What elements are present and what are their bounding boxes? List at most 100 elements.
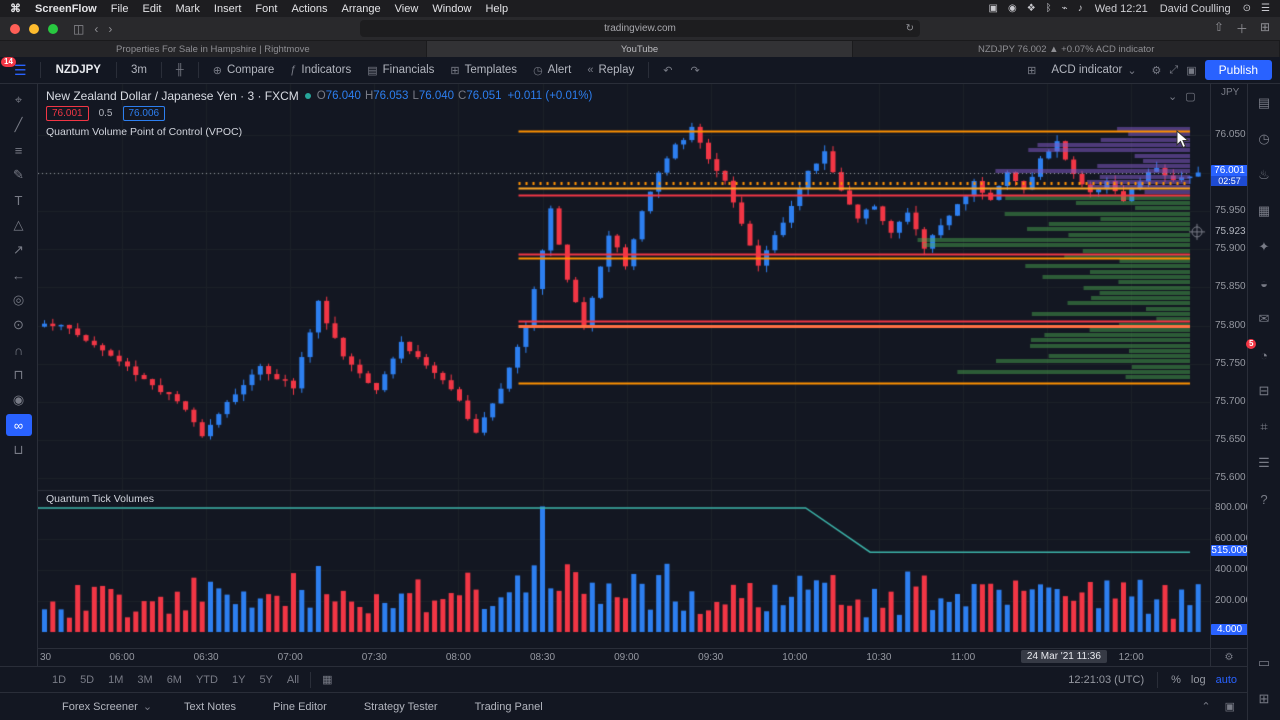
- panel-layout-icon[interactable]: ▣: [1224, 701, 1235, 713]
- window-zoom-button[interactable]: [48, 23, 58, 34]
- menubar-item[interactable]: Arrange: [341, 2, 381, 15]
- percent-scale-button[interactable]: %: [1171, 673, 1181, 686]
- menubar-item[interactable]: Insert: [213, 2, 242, 15]
- url-bar[interactable]: tradingview.com ↻: [360, 20, 920, 37]
- range-button[interactable]: All: [286, 673, 300, 686]
- range-button[interactable]: 1M: [108, 673, 124, 686]
- back-arrow-tool[interactable]: ←: [12, 267, 25, 283]
- object-tree-icon[interactable]: ☰: [1258, 455, 1270, 470]
- help-icon[interactable]: ?: [1260, 491, 1268, 507]
- refresh-icon[interactable]: ↻: [905, 23, 914, 34]
- notifications-icon[interactable]: ◔ 5: [1246, 339, 1275, 366]
- share-icon[interactable]: ⇧: [1213, 20, 1224, 34]
- ideas-icon[interactable]: ✦: [1258, 239, 1270, 254]
- zoom-tool[interactable]: ⊙: [13, 317, 24, 332]
- tab-strategy-tester[interactable]: Strategy Tester: [363, 700, 438, 713]
- range-button[interactable]: YTD: [195, 673, 218, 686]
- auto-scale-button[interactable]: auto: [1215, 673, 1237, 686]
- redo-icon[interactable]: ↷: [690, 64, 700, 77]
- bid-badge[interactable]: 76.001: [46, 106, 89, 121]
- watchlist-icon[interactable]: ▤: [1257, 95, 1271, 110]
- app-menu-screenflow[interactable]: ScreenFlow: [35, 2, 97, 15]
- chart-type-icon[interactable]: ╫: [175, 64, 184, 76]
- remove-drawings-tool[interactable]: ⊔: [13, 442, 24, 457]
- menubar-clock[interactable]: Wed 12:21: [1094, 2, 1148, 15]
- wifi-icon[interactable]: ⌁: [1061, 3, 1068, 14]
- snapshot-icon[interactable]: ▣: [1186, 64, 1197, 77]
- window-close-button[interactable]: [10, 23, 20, 34]
- interval-button[interactable]: 3m: [130, 64, 147, 76]
- axis-settings-gear-icon[interactable]: ⚙: [1210, 648, 1247, 666]
- brush-tool[interactable]: ✎: [13, 167, 24, 182]
- alert-button[interactable]: ◷ Alert: [533, 64, 572, 77]
- publish-button[interactable]: Publish: [1204, 60, 1272, 80]
- menubar-item[interactable]: Window: [432, 2, 472, 15]
- sidebar-icon[interactable]: ◫: [73, 21, 85, 36]
- tab-forex-screener[interactable]: Forex Screener ⌄: [62, 700, 153, 714]
- range-button[interactable]: 6M: [166, 673, 182, 686]
- browser-tab[interactable]: YouTube: [426, 41, 854, 57]
- menubar-item[interactable]: Actions: [291, 2, 328, 15]
- menubar-item[interactable]: Help: [485, 2, 509, 15]
- menubar-item[interactable]: Edit: [142, 2, 162, 15]
- symbol-title[interactable]: New Zealand Dollar / Japanese Yen · 3 · …: [46, 88, 299, 103]
- vpoc-indicator-label[interactable]: Quantum Volume Point of Control (VPOC): [46, 126, 243, 138]
- sync-link-tool[interactable]: ∞: [5, 414, 32, 436]
- back-icon[interactable]: ‹: [94, 21, 99, 36]
- compare-button[interactable]: ⊕ Compare: [212, 64, 275, 77]
- notification-center-icon[interactable]: ☰: [1261, 3, 1270, 14]
- range-button[interactable]: 5D: [80, 673, 95, 686]
- templates-button[interactable]: ⊞ Templates: [450, 64, 518, 77]
- undo-icon[interactable]: ↶: [663, 64, 673, 77]
- utc-clock[interactable]: 12:21:03 (UTC): [1068, 673, 1145, 686]
- pattern-tool[interactable]: △: [13, 217, 24, 232]
- measure-tool[interactable]: ◎: [12, 292, 25, 307]
- window-minimize-button[interactable]: [29, 23, 39, 34]
- tab-overview-icon[interactable]: ⊞: [1259, 20, 1270, 34]
- financials-button[interactable]: ▤ Financials: [367, 64, 435, 77]
- bluetooth-icon[interactable]: ᛒ: [1045, 3, 1052, 14]
- log-scale-button[interactable]: log: [1190, 673, 1206, 686]
- maximize-panel-icon[interactable]: ⌃: [1201, 701, 1211, 713]
- crosshair-tool[interactable]: ⌖: [14, 92, 23, 107]
- airplay-icon[interactable]: ❖: [1026, 3, 1036, 14]
- magnet-tool[interactable]: ∩: [13, 342, 24, 358]
- tab-trading-panel[interactable]: Trading Panel: [474, 700, 543, 713]
- chart-canvas[interactable]: [38, 84, 1210, 648]
- legend-more-icon[interactable]: ▢: [1185, 91, 1196, 103]
- chats-icon[interactable]: ✉: [1258, 311, 1270, 326]
- symbol-button[interactable]: NZDJPY: [55, 64, 101, 76]
- alerts-icon[interactable]: ◷: [1258, 131, 1270, 146]
- volume-icon[interactable]: ♪: [1077, 3, 1083, 14]
- menubar-item[interactable]: View: [394, 2, 419, 15]
- collapse-sidebar-icon[interactable]: ▭: [1257, 655, 1271, 670]
- dom-icon[interactable]: ⌗: [1260, 419, 1268, 434]
- more-panels-icon[interactable]: ⊞: [1258, 691, 1270, 706]
- legend-collapse-icon[interactable]: ⌄: [1168, 91, 1178, 103]
- layout-grid-icon[interactable]: ⊞: [1027, 64, 1037, 77]
- fullscreen-icon[interactable]: ⤢: [1169, 63, 1179, 76]
- screen-record-icon[interactable]: ◉: [1007, 3, 1017, 14]
- indicator-dropdown[interactable]: ACD indicator ⌄: [1051, 64, 1137, 77]
- settings-gear-icon[interactable]: ⚙: [1151, 64, 1162, 77]
- hide-drawings-tool[interactable]: ◉: [12, 392, 25, 407]
- replay-button[interactable]: « Replay: [587, 64, 635, 76]
- menubar-user[interactable]: David Coulling: [1159, 2, 1231, 15]
- time-axis[interactable]: 30 06:00 06:30 07:00 07:30 08:00 08:30 09:00 09:…: [38, 648, 1210, 666]
- streams-icon[interactable]: ◒: [1260, 275, 1268, 291]
- spotlight-search-icon[interactable]: ⊙: [1242, 3, 1252, 14]
- forecast-tool[interactable]: ↗: [13, 242, 24, 257]
- fib-retracement-tool[interactable]: ≡: [14, 142, 23, 158]
- new-tab-icon[interactable]: ＋: [1235, 22, 1248, 36]
- display-icon[interactable]: ▣: [988, 3, 998, 14]
- browser-tab[interactable]: NZDJPY 76.002 ▲ +0.07% ACD indicator: [853, 41, 1280, 57]
- forward-icon[interactable]: ›: [108, 21, 113, 36]
- range-button[interactable]: 5Y: [259, 673, 273, 686]
- indicators-button[interactable]: ƒ Indicators: [290, 64, 352, 76]
- hotlists-icon[interactable]: ♨: [1258, 167, 1270, 182]
- menubar-item[interactable]: Mark: [175, 2, 200, 15]
- tab-pine-editor[interactable]: Pine Editor: [273, 700, 327, 713]
- menubar-item[interactable]: File: [110, 2, 129, 15]
- menubar-item[interactable]: Font: [255, 2, 278, 15]
- trendline-tool[interactable]: ╱: [14, 117, 23, 132]
